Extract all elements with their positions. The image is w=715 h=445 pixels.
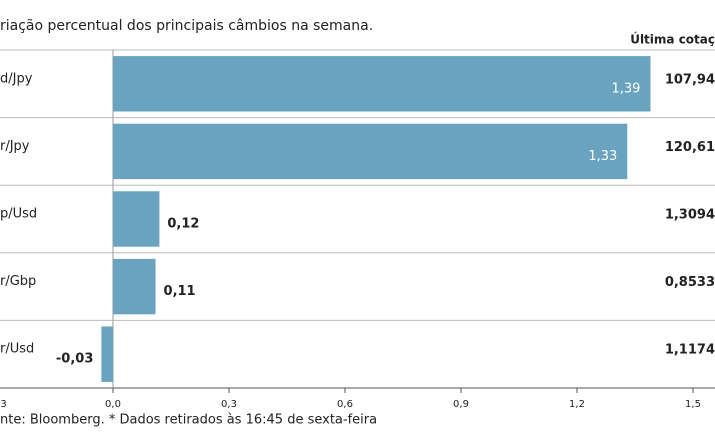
category-label: r/Jpy xyxy=(0,139,30,154)
bar xyxy=(101,326,113,382)
x-tick-label: 0,6 xyxy=(337,399,353,410)
side-value: 1,3094 xyxy=(665,208,715,223)
x-tick-label: 0,0 xyxy=(105,399,121,410)
category-label: d/Jpy xyxy=(0,71,33,86)
value-label: -0,03 xyxy=(56,352,93,367)
side-value: 0,8533 xyxy=(665,275,715,290)
x-tick-label: 1,2 xyxy=(569,399,585,410)
side-value: 120,61 xyxy=(665,140,715,155)
x-tick-label: 0,9 xyxy=(453,399,469,410)
category-label: p/Usd xyxy=(0,207,37,222)
bar xyxy=(113,258,156,315)
chart-title: riação percentual dos principais câmbios… xyxy=(0,18,373,34)
value-label: 0,12 xyxy=(167,217,199,232)
x-tick-label: 1,5 xyxy=(685,399,701,410)
category-label: r/Usd xyxy=(0,342,34,357)
bar xyxy=(113,56,651,112)
side-value: 107,94 xyxy=(665,72,715,87)
x-tick-label: -0,3 xyxy=(0,399,7,410)
source-note: nte: Bloomberg. * Dados retirados às 16:… xyxy=(0,413,377,428)
value-label: 1,33 xyxy=(588,149,617,164)
x-tick-label: 0,3 xyxy=(221,399,237,410)
value-label: 0,11 xyxy=(164,284,196,299)
value-label: 1,39 xyxy=(612,81,641,96)
bar xyxy=(113,123,628,180)
side-header: Última cotaç xyxy=(630,32,715,47)
bar xyxy=(113,191,160,247)
category-label: r/Gbp xyxy=(0,274,36,289)
side-value: 1,1174 xyxy=(665,343,715,358)
